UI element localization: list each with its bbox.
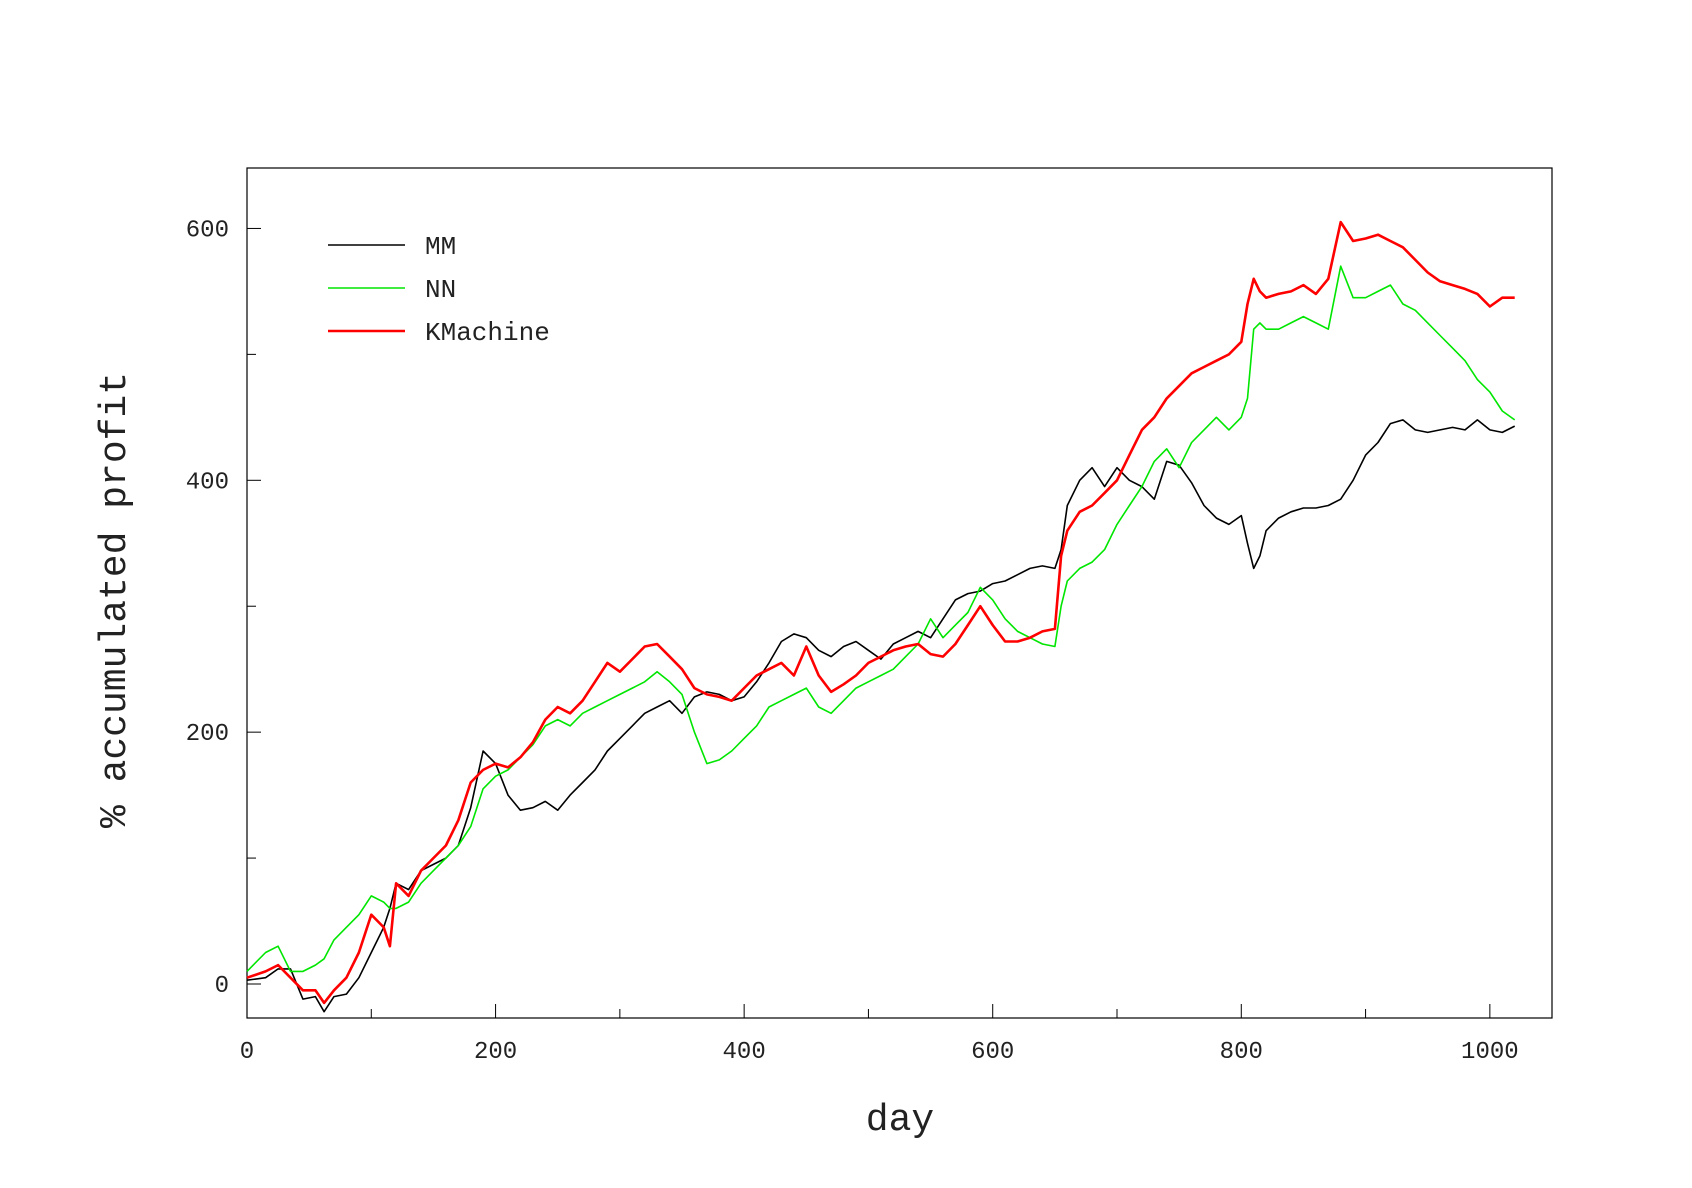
axis-ticks [246, 227, 1491, 1018]
y-tick-label: 600 [186, 217, 229, 244]
legend-label-mm: MM [425, 232, 456, 262]
y-tick-label: 0 [215, 973, 229, 1000]
plot-area-frame [246, 167, 1553, 1019]
series-line-kmachine [246, 220, 1515, 1005]
x-tick-label: 600 [971, 1039, 1014, 1066]
legend-label-nn: NN [425, 275, 456, 305]
y-axis-label: % accumulated profit [94, 372, 137, 828]
x-tick-label: 800 [1220, 1039, 1263, 1066]
series-line-mm [246, 419, 1516, 1013]
series-line-nn [246, 265, 1516, 973]
y-tick-label: 200 [186, 721, 229, 748]
y-tick-label: 400 [186, 469, 229, 496]
axis-tick-labels: 0 200 400 600 800 1000 0 200 400 600 [186, 217, 1519, 1066]
x-tick-label: 0 [240, 1039, 254, 1066]
x-tick-label: 1000 [1461, 1039, 1519, 1066]
legend: MM NN KMachine [328, 232, 550, 348]
x-tick-label: 200 [474, 1039, 517, 1066]
series-lines [246, 220, 1516, 1013]
x-axis-label: day [866, 1099, 934, 1142]
legend-label-kmachine: KMachine [425, 318, 550, 348]
x-tick-label: 400 [723, 1039, 766, 1066]
